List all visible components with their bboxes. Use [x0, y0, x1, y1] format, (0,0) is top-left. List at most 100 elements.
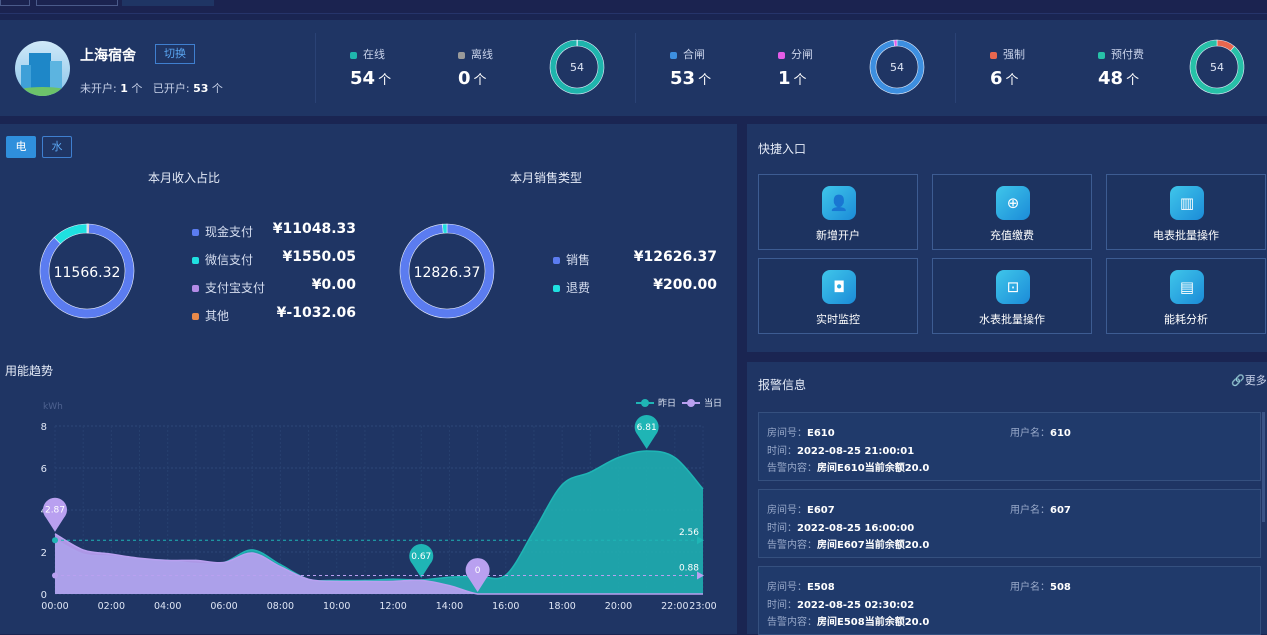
stat-label: 分闸: [791, 48, 813, 61]
link-icon: 🔗: [1231, 374, 1245, 387]
unit: 个: [211, 82, 223, 95]
y-tick-label: 6: [41, 464, 47, 475]
stat-value: 54: [350, 68, 376, 89]
min-pin-marker[interactable]: [465, 558, 490, 592]
average-label: 2.56: [679, 528, 699, 538]
legend-label: 退费: [566, 281, 591, 295]
user-label: 用户名：: [1010, 505, 1050, 516]
x-tick-label: 12:00: [379, 601, 406, 612]
time-value: 2022-08-25 02:30:02: [797, 600, 915, 611]
income-donut-slice[interactable]: [53, 223, 88, 245]
legend-dot-icon: [670, 51, 677, 59]
average-start-dot: [52, 572, 58, 579]
divider: [315, 33, 316, 103]
divider: [635, 33, 636, 103]
x-tick-label: 04:00: [154, 601, 181, 612]
min-label: 0.67: [411, 552, 431, 562]
alarm-item[interactable]: 房间号：E610 用户名：610 时间：2022-08-25 21:00:01 …: [758, 412, 1261, 481]
stat-item: 合闸 53 个: [670, 46, 711, 89]
opened-label: 已开户:: [152, 82, 190, 95]
alarm-item[interactable]: 房间号：E508 用户名：508 时间：2022-08-25 02:30:02 …: [758, 566, 1261, 635]
stat-label: 预付费: [1111, 48, 1144, 61]
legend-label: 昨日: [658, 397, 676, 409]
switch-site-button[interactable]: 切换: [155, 44, 195, 64]
tab-electric[interactable]: 电: [6, 136, 36, 158]
y-tick-label: 2: [41, 548, 47, 559]
income-legend-item: 其他 ¥-1032.06: [192, 305, 356, 324]
max-label: 6.81: [637, 423, 657, 433]
room-label: 房间号：: [767, 505, 807, 516]
status-donut-slice[interactable]: [549, 39, 605, 95]
average-start-dot: [52, 537, 58, 544]
quick-entry-user-add[interactable]: 👤 新增开户: [758, 174, 918, 250]
legend-marker-icon[interactable]: [687, 399, 695, 407]
alarm-scrollbar[interactable]: [1262, 412, 1265, 522]
room-label: 房间号：: [767, 428, 807, 439]
legend-dot-icon: [553, 285, 560, 292]
income-legend-item: 现金支付 ¥11048.33: [192, 221, 356, 240]
quick-entry-bar-chart[interactable]: ▤ 能耗分析: [1106, 258, 1266, 334]
sales-donut-slice[interactable]: [442, 223, 448, 234]
alarm-item[interactable]: 房间号：E607 用户名：607 时间：2022-08-25 16:00:00 …: [758, 489, 1261, 558]
income-donut-slice[interactable]: [87, 223, 90, 234]
legend-dot-icon: [192, 229, 199, 236]
average-arrow-icon: [697, 571, 704, 580]
min-pin-marker[interactable]: [409, 543, 434, 578]
content-label: 告警内容：: [767, 617, 817, 628]
status-donut-slice[interactable]: [1189, 39, 1245, 95]
time-label: 时间：: [767, 446, 797, 457]
tab-water[interactable]: 水: [42, 136, 72, 158]
sales-legend-item: 销售 ¥12626.37: [553, 249, 717, 268]
max-pin-marker[interactable]: [634, 415, 659, 449]
tab-stub[interactable]: [0, 0, 30, 6]
more-link[interactable]: 🔗更多: [1231, 372, 1267, 388]
quick-entry-label: 电表批量操作: [1153, 229, 1219, 242]
max-pin-marker[interactable]: [43, 497, 67, 532]
room-value: E607: [807, 505, 835, 516]
sales-total: 12826.37: [414, 265, 481, 281]
x-tick-label: 06:00: [210, 601, 237, 612]
unit: 个: [698, 73, 712, 88]
quick-entry-monitor[interactable]: ◘ 实时监控: [758, 258, 918, 334]
sales-donut-slice[interactable]: [399, 223, 495, 319]
tab-stub-active[interactable]: [122, 0, 214, 6]
legend-marker-icon[interactable]: [641, 399, 649, 407]
sales-legend-item: 退费 ¥200.00: [553, 277, 717, 296]
x-tick-label: 22:00: [661, 601, 688, 612]
unit: 个: [378, 73, 392, 88]
x-tick-label: 02:00: [98, 601, 125, 612]
x-tick-label: 10:00: [323, 601, 350, 612]
legend-label: 销售: [566, 253, 591, 267]
legend-dot-icon: [192, 313, 199, 320]
legend-label: 其他: [205, 309, 230, 323]
user-value: 508: [1050, 582, 1071, 593]
unit: 个: [793, 73, 807, 88]
donut-total: 54: [1210, 61, 1224, 74]
unit: 个: [131, 82, 143, 95]
status-donut-slice[interactable]: [576, 39, 578, 47]
sales-title: 本月销售类型: [510, 171, 583, 185]
x-tick-label: 20:00: [605, 601, 632, 612]
x-tick-label: 00:00: [41, 601, 68, 612]
quick-entry-water-meter[interactable]: ⊡ 水表批量操作: [932, 258, 1092, 334]
top-tab-bar: [0, 0, 1267, 14]
status-donut-slice[interactable]: [869, 39, 925, 95]
legend-label: 当日: [704, 397, 722, 409]
trend-chart: kWh0246800:0002:0004:0006:0008:0010:0012…: [41, 397, 722, 612]
unit: 个: [1126, 73, 1140, 88]
stat-label: 合闸: [683, 48, 705, 61]
tab-stub[interactable]: [36, 0, 118, 6]
site-name: 上海宿舍: [80, 48, 136, 64]
quick-entry-meter[interactable]: ▥ 电表批量操作: [1106, 174, 1266, 250]
legend-dot-icon: [1098, 51, 1105, 59]
content-value: 房间E610当前余额20.0: [817, 463, 930, 474]
water-meter-icon: ⊡: [996, 270, 1030, 304]
income-donut-slice[interactable]: [39, 223, 135, 319]
x-tick-label: 23:00: [689, 601, 716, 612]
summary-header: [0, 20, 1267, 116]
recharge-icon: ⊕: [996, 186, 1030, 220]
stat-item: 预付费 48 个: [1098, 46, 1144, 89]
status-donut-slice[interactable]: [893, 39, 898, 47]
quick-entry-recharge[interactable]: ⊕ 充值缴费: [932, 174, 1092, 250]
